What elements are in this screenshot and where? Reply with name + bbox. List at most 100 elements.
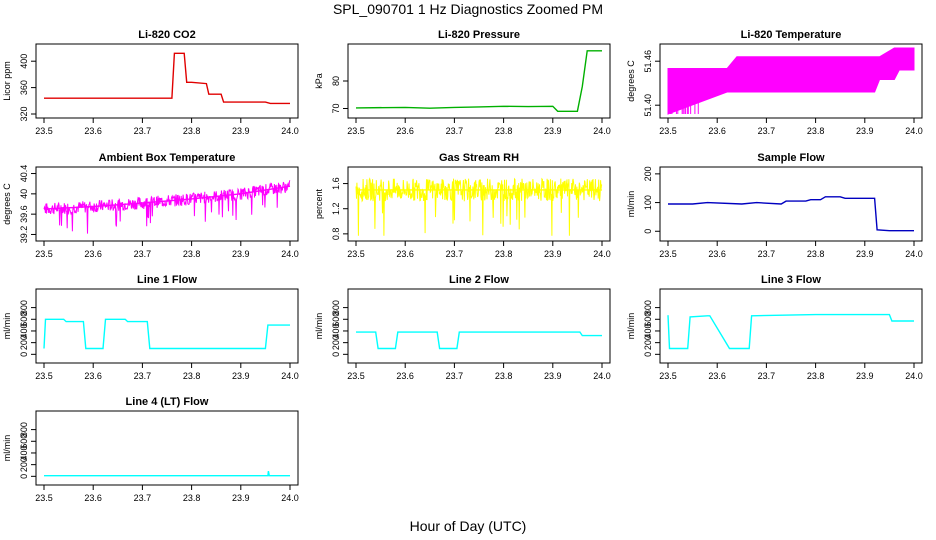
x-tick-label: 23.5 — [35, 493, 53, 503]
chart-panel-8: Line 2 Flow ml/min 23.5 23.6 23.7 23.8 23.9 24.… — [314, 274, 611, 381]
x-tick-label: 23.9 — [232, 126, 250, 136]
x-tick-label: 23.5 — [35, 249, 53, 259]
y-tick-label: 0 — [331, 352, 341, 357]
x-tick-label: 23.7 — [758, 371, 776, 381]
x-tick-label: 24.0 — [905, 371, 923, 381]
y-axis-label: ml/min — [626, 191, 636, 218]
y-tick-label: 200 — [643, 166, 653, 181]
y-axis-label: degrees C — [626, 60, 636, 102]
x-tick-label: 23.7 — [758, 126, 776, 136]
x-tick-label: 23.5 — [347, 371, 365, 381]
y-tick-label: 360 — [19, 80, 29, 95]
y-tick-label: 400 — [331, 323, 341, 338]
x-tick-label: 24.0 — [593, 249, 611, 259]
chart-panel-7: Line 1 Flow ml/min 23.5 23.6 23.7 23.8 23.9 24.… — [2, 274, 299, 381]
x-tick-label: 23.8 — [183, 493, 201, 503]
panel-title: Ambient Box Temperature — [99, 152, 236, 164]
y-tick-label: 600 — [19, 312, 29, 327]
y-axis-label: Licor ppm — [2, 61, 12, 101]
x-tick-label: 23.9 — [544, 126, 562, 136]
y-tick-label: 0 — [643, 352, 653, 357]
y-tick-label: 40 — [19, 189, 29, 199]
x-tick-label: 23.6 — [84, 126, 102, 136]
y-tick-label: 0 — [19, 352, 29, 357]
series-line — [667, 313, 914, 350]
y-tick-label: 40.4 — [19, 165, 29, 183]
series-line — [668, 196, 914, 232]
chart-panel-4: Ambient Box Temperature degrees C 23.5 23.6… — [2, 152, 299, 259]
chart-panel-9: Line 3 Flow ml/min 23.5 23.6 23.7 23.8 23.9 24.… — [626, 274, 923, 381]
x-tick-label: 23.8 — [183, 126, 201, 136]
y-axis-label: ml/min — [2, 435, 12, 462]
x-tick-label: 23.6 — [84, 493, 102, 503]
x-tick-label: 23.9 — [544, 249, 562, 259]
y-axis-label: ml/min — [626, 313, 636, 340]
y-tick-label: 1.6 — [331, 177, 341, 190]
y-tick-label: 400 — [19, 54, 29, 69]
x-tick-label: 23.8 — [183, 249, 201, 259]
y-tick-label: 100 — [643, 195, 653, 210]
x-tick-label: 24.0 — [281, 493, 299, 503]
x-tick-label: 23.6 — [708, 371, 726, 381]
x-tick-label: 24.0 — [593, 371, 611, 381]
x-tick-label: 23.6 — [396, 126, 414, 136]
x-tick-label: 24.0 — [281, 249, 299, 259]
y-tick-label: 200 — [643, 335, 653, 350]
x-tick-label: 23.9 — [856, 249, 874, 259]
series-noise — [355, 177, 603, 236]
x-tick-label: 23.9 — [232, 493, 250, 503]
x-tick-label: 23.7 — [446, 126, 464, 136]
x-tick-label: 24.0 — [593, 126, 611, 136]
y-axis-label: ml/min — [314, 313, 324, 340]
panel-title: Li-820 CO2 — [138, 29, 195, 41]
x-tick-label: 23.5 — [659, 249, 677, 259]
y-tick-label: 600 — [19, 434, 29, 449]
y-tick-label: 51.40 — [643, 94, 653, 117]
x-tick-label: 23.9 — [856, 371, 874, 381]
panel-title: Line 3 Flow — [761, 274, 821, 286]
y-tick-label: 800 — [19, 300, 29, 315]
y-axis-label: percent — [314, 188, 324, 219]
plot-frame — [35, 410, 299, 486]
series-noise — [43, 180, 291, 234]
chart-panel-6: Sample Flow ml/min 23.5 23.6 23.7 23.8 23.9 24.… — [626, 152, 923, 259]
y-tick-label: 0 — [19, 474, 29, 479]
y-tick-label: 400 — [643, 323, 653, 338]
x-tick-label: 23.7 — [134, 371, 152, 381]
y-tick-label: 200 — [331, 335, 341, 350]
x-tick-label: 23.6 — [708, 249, 726, 259]
y-tick-label: 320 — [19, 106, 29, 121]
y-tick-label: 0 — [643, 229, 653, 234]
x-tick-label: 23.8 — [495, 249, 513, 259]
plot-frame — [659, 166, 923, 242]
x-tick-label: 23.5 — [35, 126, 53, 136]
x-tick-label: 23.7 — [134, 126, 152, 136]
x-tick-label: 23.7 — [446, 249, 464, 259]
x-tick-label: 23.8 — [183, 371, 201, 381]
series-band — [667, 47, 915, 115]
y-axis-label: kPa — [314, 73, 324, 89]
figure-title: SPL_090701 1 Hz Diagnostics Zoomed PM — [333, 1, 603, 17]
plot-frame — [35, 166, 299, 242]
x-tick-label: 24.0 — [281, 126, 299, 136]
x-tick-label: 23.5 — [347, 126, 365, 136]
y-tick-label: 51.46 — [643, 50, 653, 73]
x-tick-label: 23.6 — [708, 126, 726, 136]
panel-title: Li-820 Pressure — [438, 29, 520, 41]
x-tick-label: 23.7 — [134, 249, 152, 259]
x-tick-label: 23.7 — [758, 249, 776, 259]
series-line — [43, 318, 290, 350]
x-tick-label: 23.6 — [396, 249, 414, 259]
x-tick-label: 23.8 — [807, 371, 825, 381]
plot-frame — [659, 43, 923, 119]
plot-frame — [35, 288, 299, 364]
panel-title: Li-820 Temperature — [741, 29, 842, 41]
series-line — [355, 50, 602, 112]
panel-title: Line 2 Flow — [449, 274, 509, 286]
panel-title: Gas Stream RH — [439, 152, 519, 164]
x-axis-label: Hour of Day (UTC) — [410, 518, 527, 534]
y-tick-label: 800 — [643, 300, 653, 315]
plot-frame — [35, 43, 299, 119]
y-tick-label: 800 — [331, 300, 341, 315]
x-tick-label: 23.5 — [659, 126, 677, 136]
